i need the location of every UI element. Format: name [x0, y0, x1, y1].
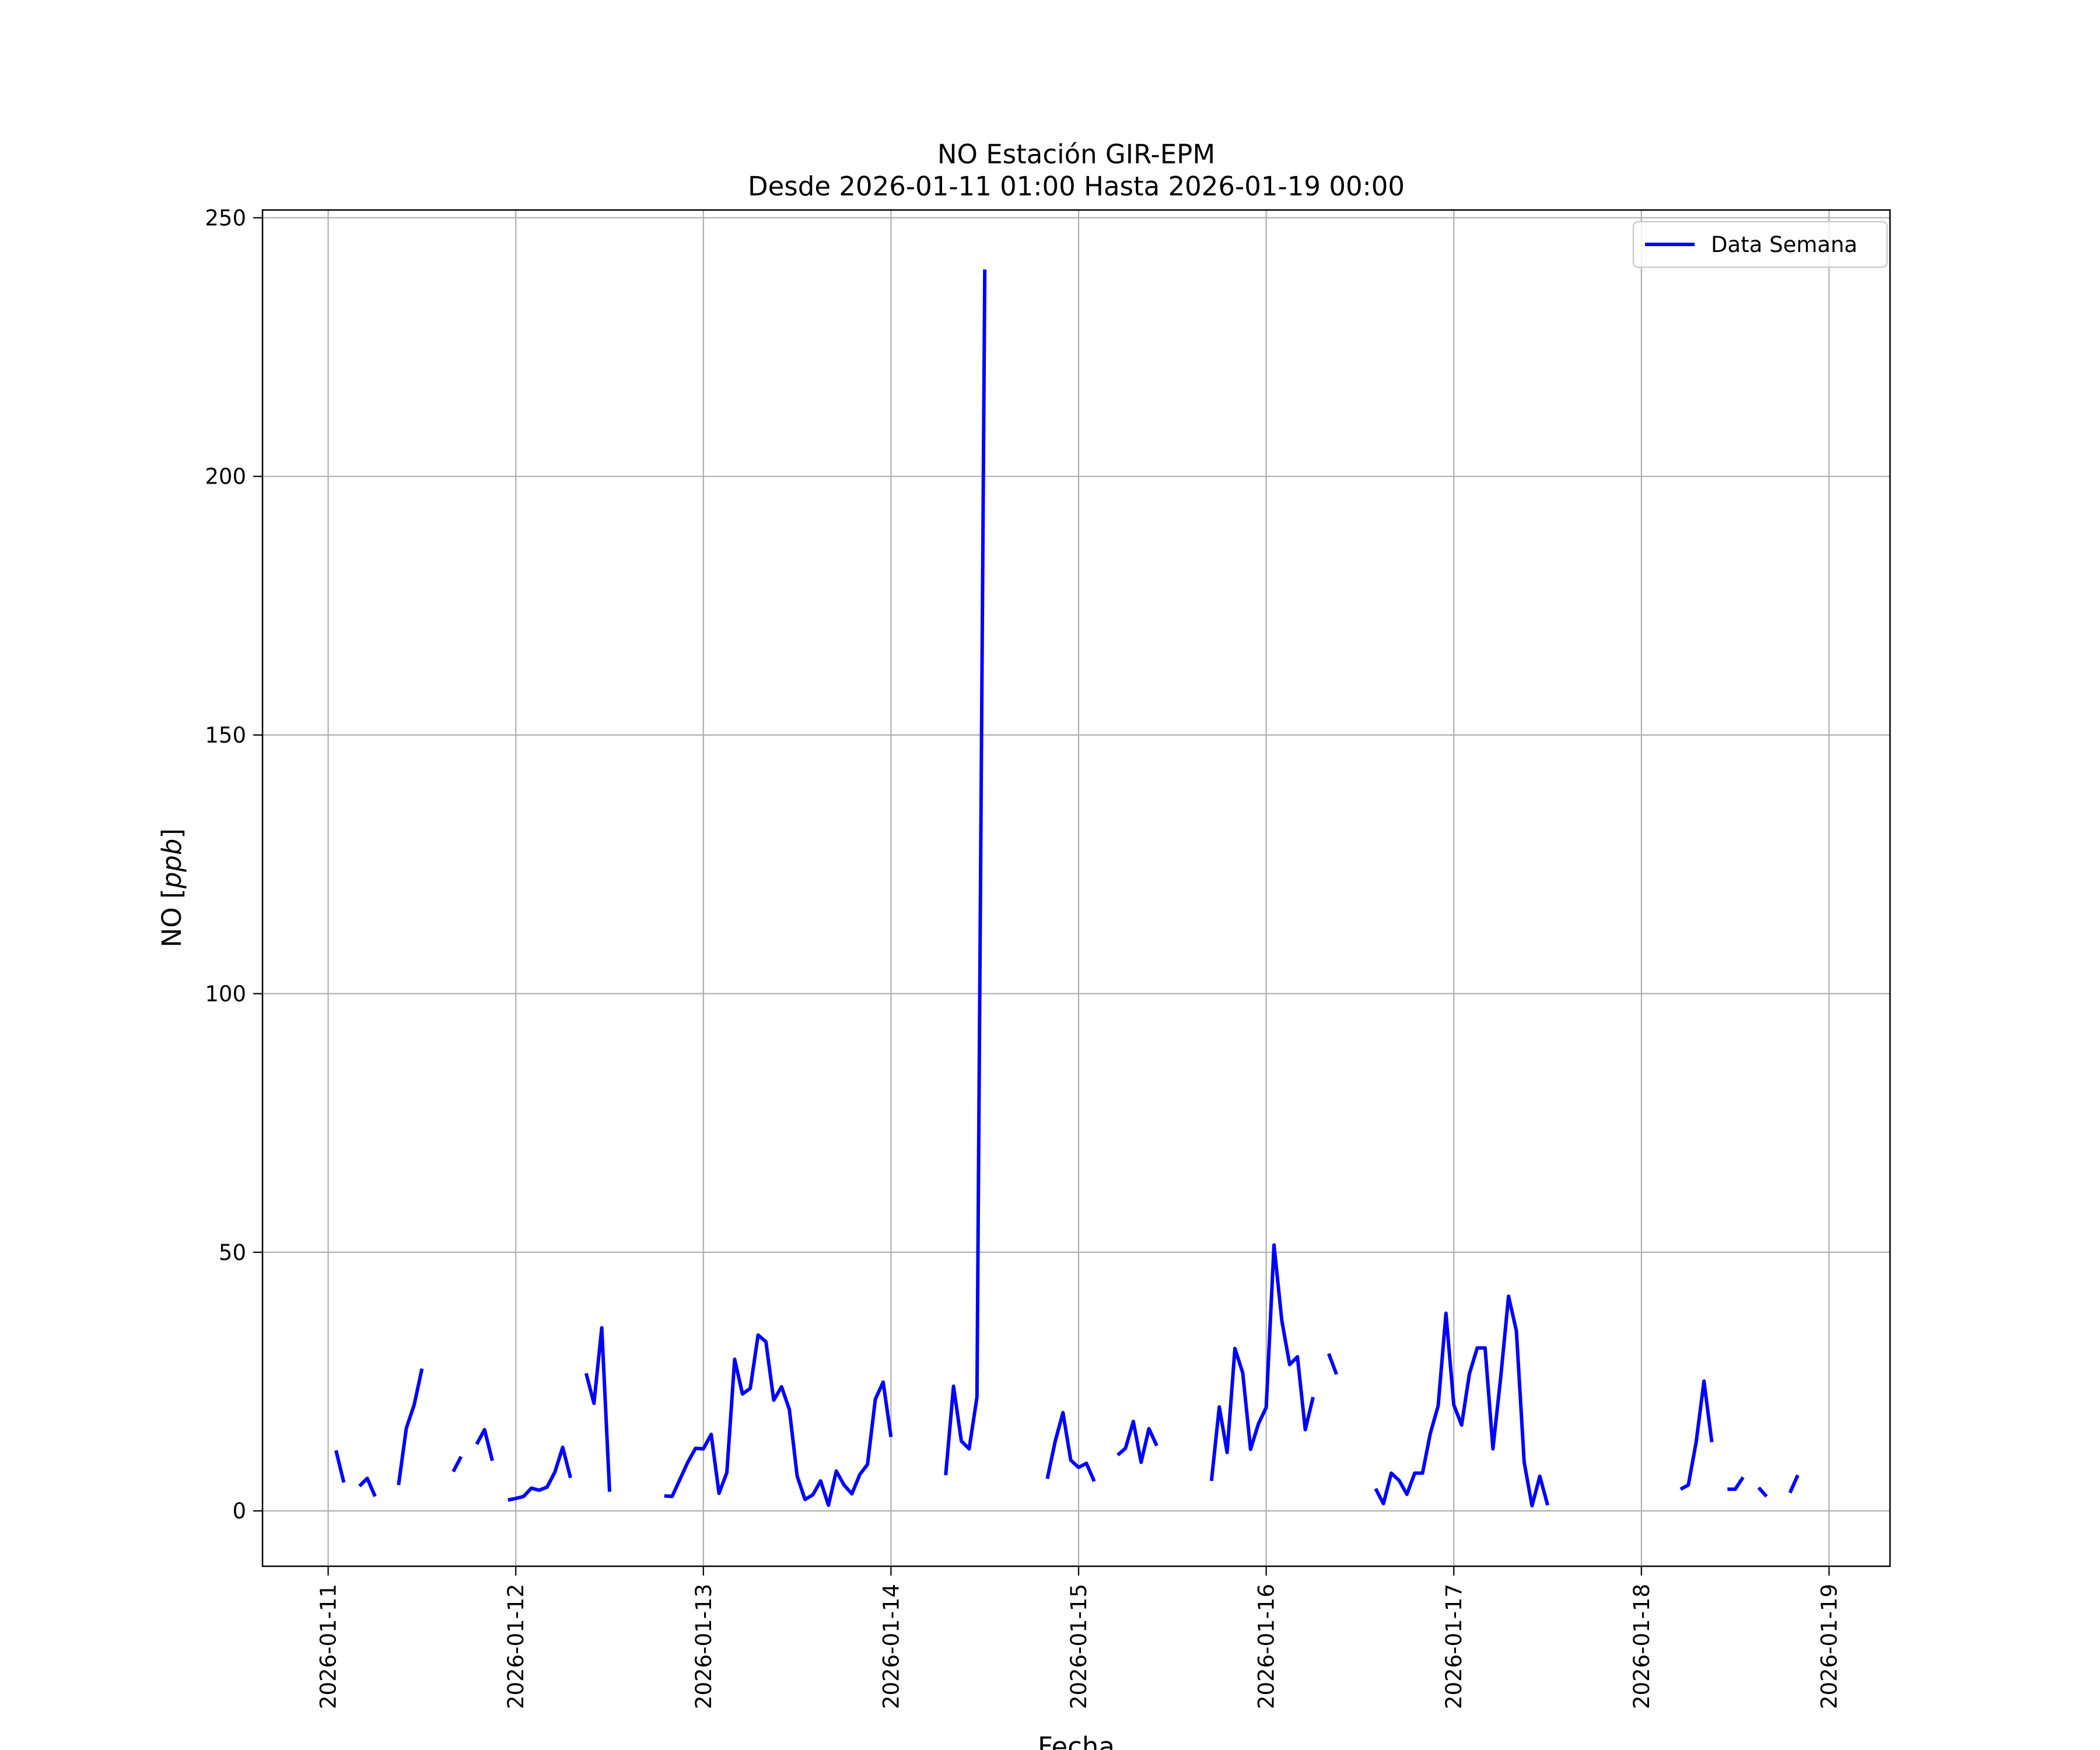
x-tick-label: 2026-01-19: [1817, 1584, 1842, 1709]
y-axis-label-unit: ppb: [156, 838, 187, 889]
y-tick-label: 50: [219, 1240, 246, 1265]
series-line-segment: [397, 1368, 424, 1486]
x-tick-label: 2026-01-12: [503, 1584, 528, 1709]
series-line-segment: [475, 1427, 494, 1461]
x-tick-label: 2026-01-15: [1066, 1584, 1091, 1709]
series-line-segment: [1045, 1410, 1096, 1482]
y-axis-label-close: ]: [156, 828, 187, 839]
x-tick-label: 2026-01-17: [1441, 1584, 1466, 1709]
y-tick-label: 150: [205, 723, 246, 748]
series-line-segment: [944, 269, 987, 1476]
chart-subtitle: Desde 2026-01-11 01:00 Hasta 2026-01-19 …: [748, 171, 1405, 202]
plot-area: [262, 210, 1890, 1566]
y-axis-ticks: 0 50 100 150 200 250: [205, 205, 262, 1524]
legend-box: [1632, 220, 1888, 268]
chart-title: NO Estación GIR-EPM: [937, 139, 1215, 170]
x-tick-label: 2026-01-11: [316, 1584, 341, 1709]
series-line-segment: [1116, 1419, 1158, 1464]
series-line-segment: [1757, 1486, 1768, 1498]
x-axis-ticks: 2026-01-11 2026-01-12 2026-01-13 2026-01-14…: [316, 1566, 1842, 1709]
series-data-semana: [334, 269, 1800, 1508]
y-tick-label: 100: [205, 981, 246, 1006]
plot-frame: [261, 209, 1891, 1567]
y-axis-label-text: NO [: [156, 888, 187, 947]
series-line-segment: [1788, 1474, 1800, 1494]
series-line-segment: [334, 1450, 346, 1483]
x-axis-label: Fecha: [1038, 1731, 1115, 1750]
series-line-segment: [508, 1446, 572, 1502]
x-tick-label: 2026-01-18: [1629, 1584, 1654, 1709]
y-tick-label: 250: [205, 205, 246, 230]
series-line-segment: [358, 1476, 377, 1497]
series-line-segment: [452, 1455, 463, 1473]
series-line-segment: [584, 1326, 611, 1492]
y-axis-label: NO [ppb]: [156, 828, 187, 947]
series-line-segment: [1679, 1379, 1714, 1491]
x-tick-label: 2026-01-14: [878, 1584, 904, 1709]
x-tick-label: 2026-01-13: [691, 1584, 716, 1709]
y-tick-label: 200: [205, 464, 246, 489]
series-line-segment: [1727, 1476, 1745, 1491]
series-line-segment: [1326, 1353, 1339, 1376]
series-line-segment: [1374, 1294, 1549, 1508]
series-line-segment: [664, 1333, 893, 1507]
legend-label-data-semana: Data Semana: [1711, 232, 1857, 257]
y-tick-label: 0: [232, 1499, 246, 1524]
series-line-segment: [1209, 1243, 1315, 1482]
x-tick-label: 2026-01-16: [1254, 1584, 1279, 1709]
legend: Data Semana: [1632, 220, 1888, 268]
grid-lines: [262, 210, 1890, 1566]
